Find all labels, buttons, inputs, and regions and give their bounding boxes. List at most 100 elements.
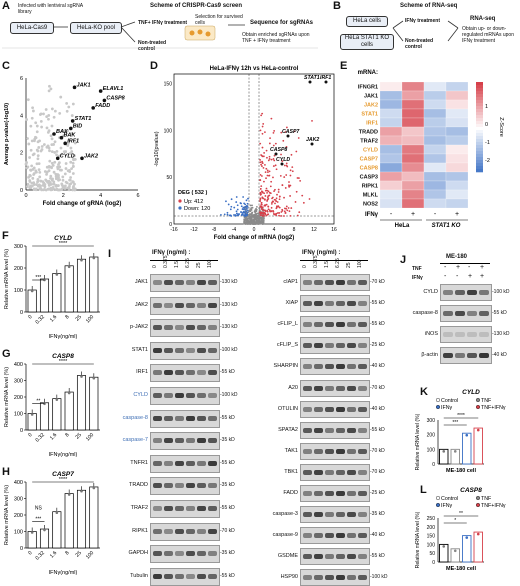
blot-band [314,427,323,433]
legend-label: TNF [481,398,492,404]
up-point [280,153,282,156]
data-point [47,146,51,150]
data-point [71,180,75,184]
blot-band [175,280,184,285]
data-point [54,184,58,188]
data-point [245,219,248,222]
blot-band [358,280,367,285]
gene-label: BAK [63,133,76,139]
data-point [49,165,53,169]
data-point [36,157,40,161]
replicate-dot [80,375,83,378]
data-point [36,179,40,183]
up-point [264,210,267,213]
up-point [275,168,278,171]
replicate-dot [92,256,96,260]
blot-image [300,548,370,566]
blot-band [455,353,465,358]
data-point [52,182,55,186]
data-point [39,149,43,153]
data-point [42,112,45,116]
dose-label: 0 [152,265,158,268]
blot-band [358,469,367,475]
mw-marker: -55 kD [492,310,507,316]
up-point [298,211,301,214]
up-point [260,163,262,166]
blot-band [164,302,173,308]
x-tick-label: 25 [75,550,83,558]
data-point [25,161,29,164]
data-point [53,151,57,154]
up-point [259,214,262,217]
up-point [263,152,266,154]
mw-marker: -130 kD [492,331,510,337]
mw-marker: -55 kD [220,414,235,421]
x-axis-label: Fold change of gRNA (log2) [43,201,122,207]
heat-cell [379,153,403,164]
legend-down-dot [178,206,182,210]
up-point [260,201,263,204]
blot-band [336,575,345,581]
data-point [70,150,74,153]
up-point [283,164,286,167]
ifng-state: - [444,273,447,280]
legend-label: IFNγ [441,405,453,411]
sig-label: NS [35,506,43,512]
data-point [67,186,71,190]
scale-step [476,94,483,98]
sig-label: *** [452,420,458,426]
panel-letter: H [2,466,10,478]
heat-cell [401,117,425,128]
heat-cell [445,126,469,137]
data-point [60,152,64,156]
blot-label: cIAP1 [283,279,298,285]
data-point [28,173,32,177]
gene-point [98,89,103,93]
heat-cell [445,117,469,128]
up-point [285,126,288,129]
up-point [289,195,291,197]
gene-point [274,152,278,156]
blot-band [325,280,334,285]
blot-band [175,506,184,511]
heat-cell [401,99,425,110]
data-point [246,216,248,219]
heat-cell [423,189,447,200]
ifng-label: IFNγ [412,275,423,281]
data-point [49,182,53,186]
replicate-dot [67,493,71,496]
up-point [278,198,281,201]
data-point [26,182,30,186]
legend-swatch [475,503,480,508]
panel-letter: G [2,348,11,360]
heat-cell [401,198,425,209]
blot-band [153,393,162,398]
x-tick-label: 25 [75,314,83,322]
dose-label: 0 [302,265,308,268]
replicate-dot [465,433,469,437]
data-point [50,107,54,111]
x-tick-label: 1.6 [49,314,58,323]
data-point [39,119,43,123]
scale-step [476,82,483,86]
data-point [59,146,63,150]
up-point [260,114,263,117]
blot-band [303,406,312,412]
up-point [275,205,278,208]
blot-label: cFLIP_S [276,342,298,349]
hela-box: HeLa cells [346,16,388,27]
dose-line [300,260,368,261]
x-axis-label: IFNγ(ng/ml) [49,570,78,576]
x-tick-label: -12 [190,227,197,233]
gene-point [324,80,328,84]
gene-row-label: JAK1 [364,94,378,100]
data-point [71,102,75,106]
gene-point [69,126,73,131]
y-tick-label: 0 [169,222,172,228]
data-point [55,150,59,153]
blot-label: p-JAK2 [129,324,148,331]
data-point [40,145,44,148]
blot-band [325,469,334,475]
up-point [275,207,278,210]
blot-band [153,415,162,421]
